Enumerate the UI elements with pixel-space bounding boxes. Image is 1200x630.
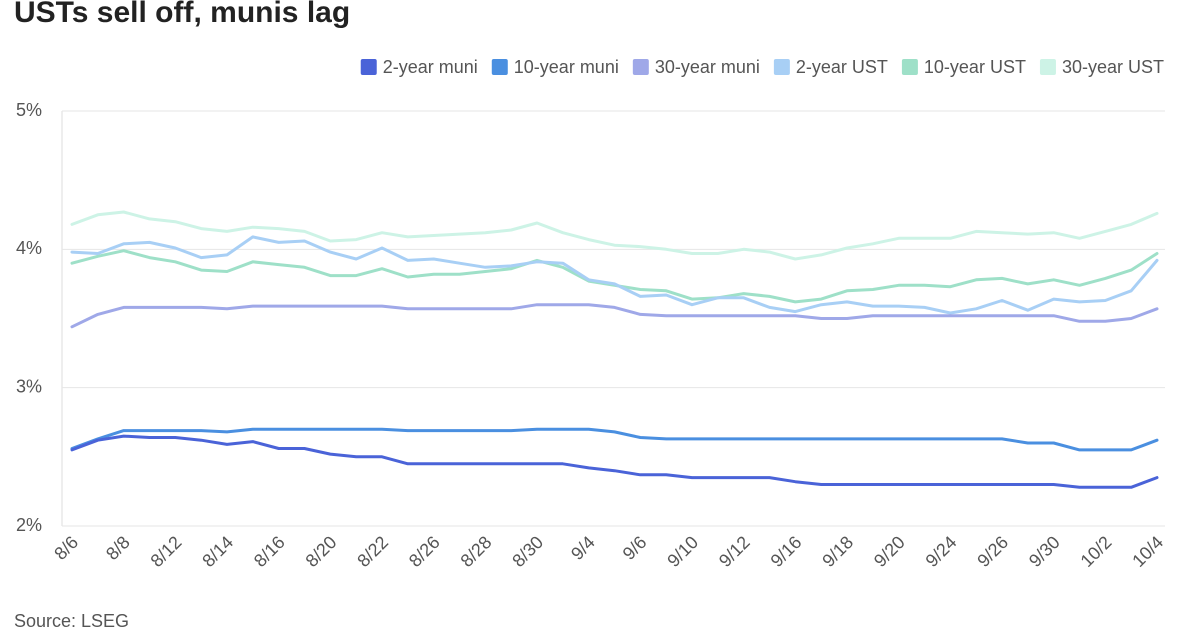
x-tick-label: 8/20 xyxy=(302,532,341,571)
legend-label: 30-year muni xyxy=(655,57,760,77)
y-tick-label: 5% xyxy=(16,100,42,120)
series-line xyxy=(70,249,1159,304)
x-tick-label: 10/4 xyxy=(1128,532,1167,571)
x-tick-label: 9/26 xyxy=(973,532,1012,571)
x-tick-label: 9/12 xyxy=(715,532,754,571)
x-tick-label: 9/10 xyxy=(663,532,702,571)
y-tick-label: 2% xyxy=(16,515,42,535)
x-tick-label: 10/2 xyxy=(1077,532,1116,571)
x-tick-label: 9/16 xyxy=(767,532,806,571)
series-line xyxy=(70,427,1159,452)
legend-swatch xyxy=(901,59,918,75)
legend-label: 10-year UST xyxy=(924,57,1026,77)
x-tick-label: 8/6 xyxy=(50,532,82,564)
y-tick-label: 3% xyxy=(16,376,42,396)
legend-swatch xyxy=(360,59,377,75)
x-tick-label: 8/14 xyxy=(198,532,237,571)
series-line xyxy=(70,434,1159,489)
x-tick-label: 8/12 xyxy=(147,532,186,571)
x-tick-label: 9/20 xyxy=(870,532,909,571)
legend-label: 10-year muni xyxy=(514,57,619,77)
series-line xyxy=(70,303,1159,329)
legend-label: 2-year UST xyxy=(796,57,888,77)
x-tick-label: 8/26 xyxy=(405,532,444,571)
chart-title: USTs sell off, munis lag xyxy=(14,0,350,29)
legend-label: 2-year muni xyxy=(383,57,478,77)
x-tick-label: 8/22 xyxy=(353,532,392,571)
legend-label: 30-year UST xyxy=(1062,57,1164,77)
x-tick-label: 9/30 xyxy=(1025,532,1064,571)
x-tick-label: 8/28 xyxy=(457,532,496,571)
series-line xyxy=(70,235,1159,315)
x-tick-label: 9/4 xyxy=(567,532,599,564)
x-tick-label: 8/30 xyxy=(508,532,547,571)
legend-swatch xyxy=(491,59,508,75)
legend-swatch xyxy=(632,59,649,75)
x-tick-label: 9/18 xyxy=(818,532,857,571)
source: Source: LSEG xyxy=(14,611,129,630)
legend-swatch xyxy=(773,59,790,75)
x-tick-label: 8/16 xyxy=(250,532,289,571)
x-tick-label: 9/24 xyxy=(922,532,961,571)
legend-swatch xyxy=(1039,59,1056,75)
legend: 2-year muni 10-year muni 30-year muni 2-yea… xyxy=(360,57,1164,77)
y-tick-label: 4% xyxy=(16,238,42,258)
series-line xyxy=(70,210,1159,261)
x-tick-label: 8/8 xyxy=(102,532,134,564)
x-tick-label: 9/6 xyxy=(619,532,651,564)
